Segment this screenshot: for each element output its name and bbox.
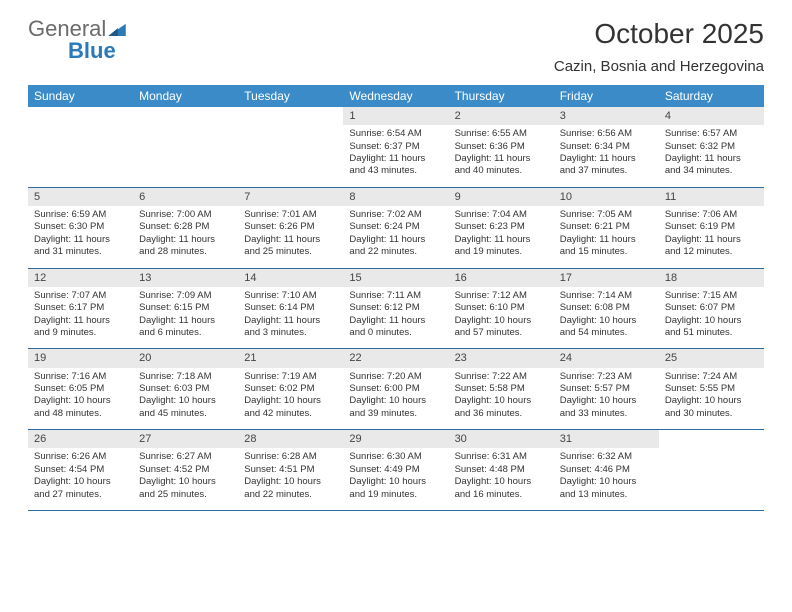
weekday-header: Wednesday [343,85,448,107]
day-info: Sunrise: 6:59 AMSunset: 6:30 PMDaylight:… [28,206,133,268]
day-info: Sunrise: 7:07 AMSunset: 6:17 PMDaylight:… [28,287,133,349]
day-number: 7 [238,187,343,206]
weekday-header: Monday [133,85,238,107]
day-number: 4 [659,107,764,125]
day-info: Sunrise: 7:05 AMSunset: 6:21 PMDaylight:… [554,206,659,268]
day-number: 21 [238,349,343,368]
day-info: Sunrise: 6:31 AMSunset: 4:48 PMDaylight:… [449,448,554,510]
day-number [133,107,238,125]
daynum-row: 1234 [28,107,764,125]
day-info: Sunrise: 7:00 AMSunset: 6:28 PMDaylight:… [133,206,238,268]
day-info: Sunrise: 6:57 AMSunset: 6:32 PMDaylight:… [659,125,764,187]
day-info: Sunrise: 7:24 AMSunset: 5:55 PMDaylight:… [659,368,764,430]
day-number: 20 [133,349,238,368]
logo-word2: Blue [68,38,116,63]
location: Cazin, Bosnia and Herzegovina [554,58,764,75]
day-info: Sunrise: 6:32 AMSunset: 4:46 PMDaylight:… [554,448,659,510]
day-info: Sunrise: 7:02 AMSunset: 6:24 PMDaylight:… [343,206,448,268]
day-number: 18 [659,268,764,287]
daynum-row: 12131415161718 [28,268,764,287]
daynum-row: 19202122232425 [28,349,764,368]
day-info: Sunrise: 7:06 AMSunset: 6:19 PMDaylight:… [659,206,764,268]
day-number: 13 [133,268,238,287]
day-info [238,125,343,187]
day-info: Sunrise: 7:18 AMSunset: 6:03 PMDaylight:… [133,368,238,430]
day-number: 22 [343,349,448,368]
day-info: Sunrise: 7:14 AMSunset: 6:08 PMDaylight:… [554,287,659,349]
day-number: 31 [554,430,659,449]
day-number: 11 [659,187,764,206]
weekday-header: Sunday [28,85,133,107]
daynum-row: 567891011 [28,187,764,206]
logo-triangle-icon [108,18,126,40]
day-info: Sunrise: 6:54 AMSunset: 6:37 PMDaylight:… [343,125,448,187]
day-info-row: Sunrise: 7:07 AMSunset: 6:17 PMDaylight:… [28,287,764,349]
day-number: 3 [554,107,659,125]
day-number: 6 [133,187,238,206]
day-number [238,107,343,125]
day-info: Sunrise: 7:22 AMSunset: 5:58 PMDaylight:… [449,368,554,430]
day-number: 8 [343,187,448,206]
day-info: Sunrise: 7:04 AMSunset: 6:23 PMDaylight:… [449,206,554,268]
day-info: Sunrise: 7:15 AMSunset: 6:07 PMDaylight:… [659,287,764,349]
day-number: 9 [449,187,554,206]
day-number: 28 [238,430,343,449]
day-number: 10 [554,187,659,206]
day-number: 14 [238,268,343,287]
day-number: 29 [343,430,448,449]
month-title: October 2025 [554,18,764,50]
weekday-header-row: SundayMondayTuesdayWednesdayThursdayFrid… [28,85,764,107]
day-info-row: Sunrise: 6:26 AMSunset: 4:54 PMDaylight:… [28,448,764,510]
day-info: Sunrise: 6:28 AMSunset: 4:51 PMDaylight:… [238,448,343,510]
calendar-table: SundayMondayTuesdayWednesdayThursdayFrid… [28,85,764,511]
day-number: 15 [343,268,448,287]
day-info: Sunrise: 6:30 AMSunset: 4:49 PMDaylight:… [343,448,448,510]
daynum-row: 262728293031 [28,430,764,449]
day-info [28,125,133,187]
day-info-row: Sunrise: 7:16 AMSunset: 6:05 PMDaylight:… [28,368,764,430]
day-info-row: Sunrise: 6:59 AMSunset: 6:30 PMDaylight:… [28,206,764,268]
day-number: 2 [449,107,554,125]
header: GeneralBlue October 2025 Cazin, Bosnia a… [28,18,764,75]
day-info: Sunrise: 7:23 AMSunset: 5:57 PMDaylight:… [554,368,659,430]
day-info: Sunrise: 7:09 AMSunset: 6:15 PMDaylight:… [133,287,238,349]
day-info: Sunrise: 7:19 AMSunset: 6:02 PMDaylight:… [238,368,343,430]
day-info: Sunrise: 7:10 AMSunset: 6:14 PMDaylight:… [238,287,343,349]
day-number: 16 [449,268,554,287]
weekday-header: Thursday [449,85,554,107]
day-number: 30 [449,430,554,449]
day-number: 26 [28,430,133,449]
logo: GeneralBlue [28,18,126,62]
day-number: 5 [28,187,133,206]
day-info: Sunrise: 6:26 AMSunset: 4:54 PMDaylight:… [28,448,133,510]
day-number [28,107,133,125]
day-number: 24 [554,349,659,368]
day-info: Sunrise: 7:01 AMSunset: 6:26 PMDaylight:… [238,206,343,268]
weekday-header: Friday [554,85,659,107]
day-info: Sunrise: 6:55 AMSunset: 6:36 PMDaylight:… [449,125,554,187]
day-info-row: Sunrise: 6:54 AMSunset: 6:37 PMDaylight:… [28,125,764,187]
day-number: 12 [28,268,133,287]
day-number: 23 [449,349,554,368]
day-info [133,125,238,187]
day-number: 27 [133,430,238,449]
day-number: 19 [28,349,133,368]
day-info: Sunrise: 6:27 AMSunset: 4:52 PMDaylight:… [133,448,238,510]
day-info: Sunrise: 7:11 AMSunset: 6:12 PMDaylight:… [343,287,448,349]
day-info: Sunrise: 7:12 AMSunset: 6:10 PMDaylight:… [449,287,554,349]
title-block: October 2025 Cazin, Bosnia and Herzegovi… [554,18,764,75]
weekday-header: Saturday [659,85,764,107]
day-number: 17 [554,268,659,287]
day-number [659,430,764,449]
weekday-header: Tuesday [238,85,343,107]
day-number: 1 [343,107,448,125]
day-number: 25 [659,349,764,368]
day-info: Sunrise: 6:56 AMSunset: 6:34 PMDaylight:… [554,125,659,187]
day-info: Sunrise: 7:20 AMSunset: 6:00 PMDaylight:… [343,368,448,430]
day-info: Sunrise: 7:16 AMSunset: 6:05 PMDaylight:… [28,368,133,430]
day-info [659,448,764,510]
